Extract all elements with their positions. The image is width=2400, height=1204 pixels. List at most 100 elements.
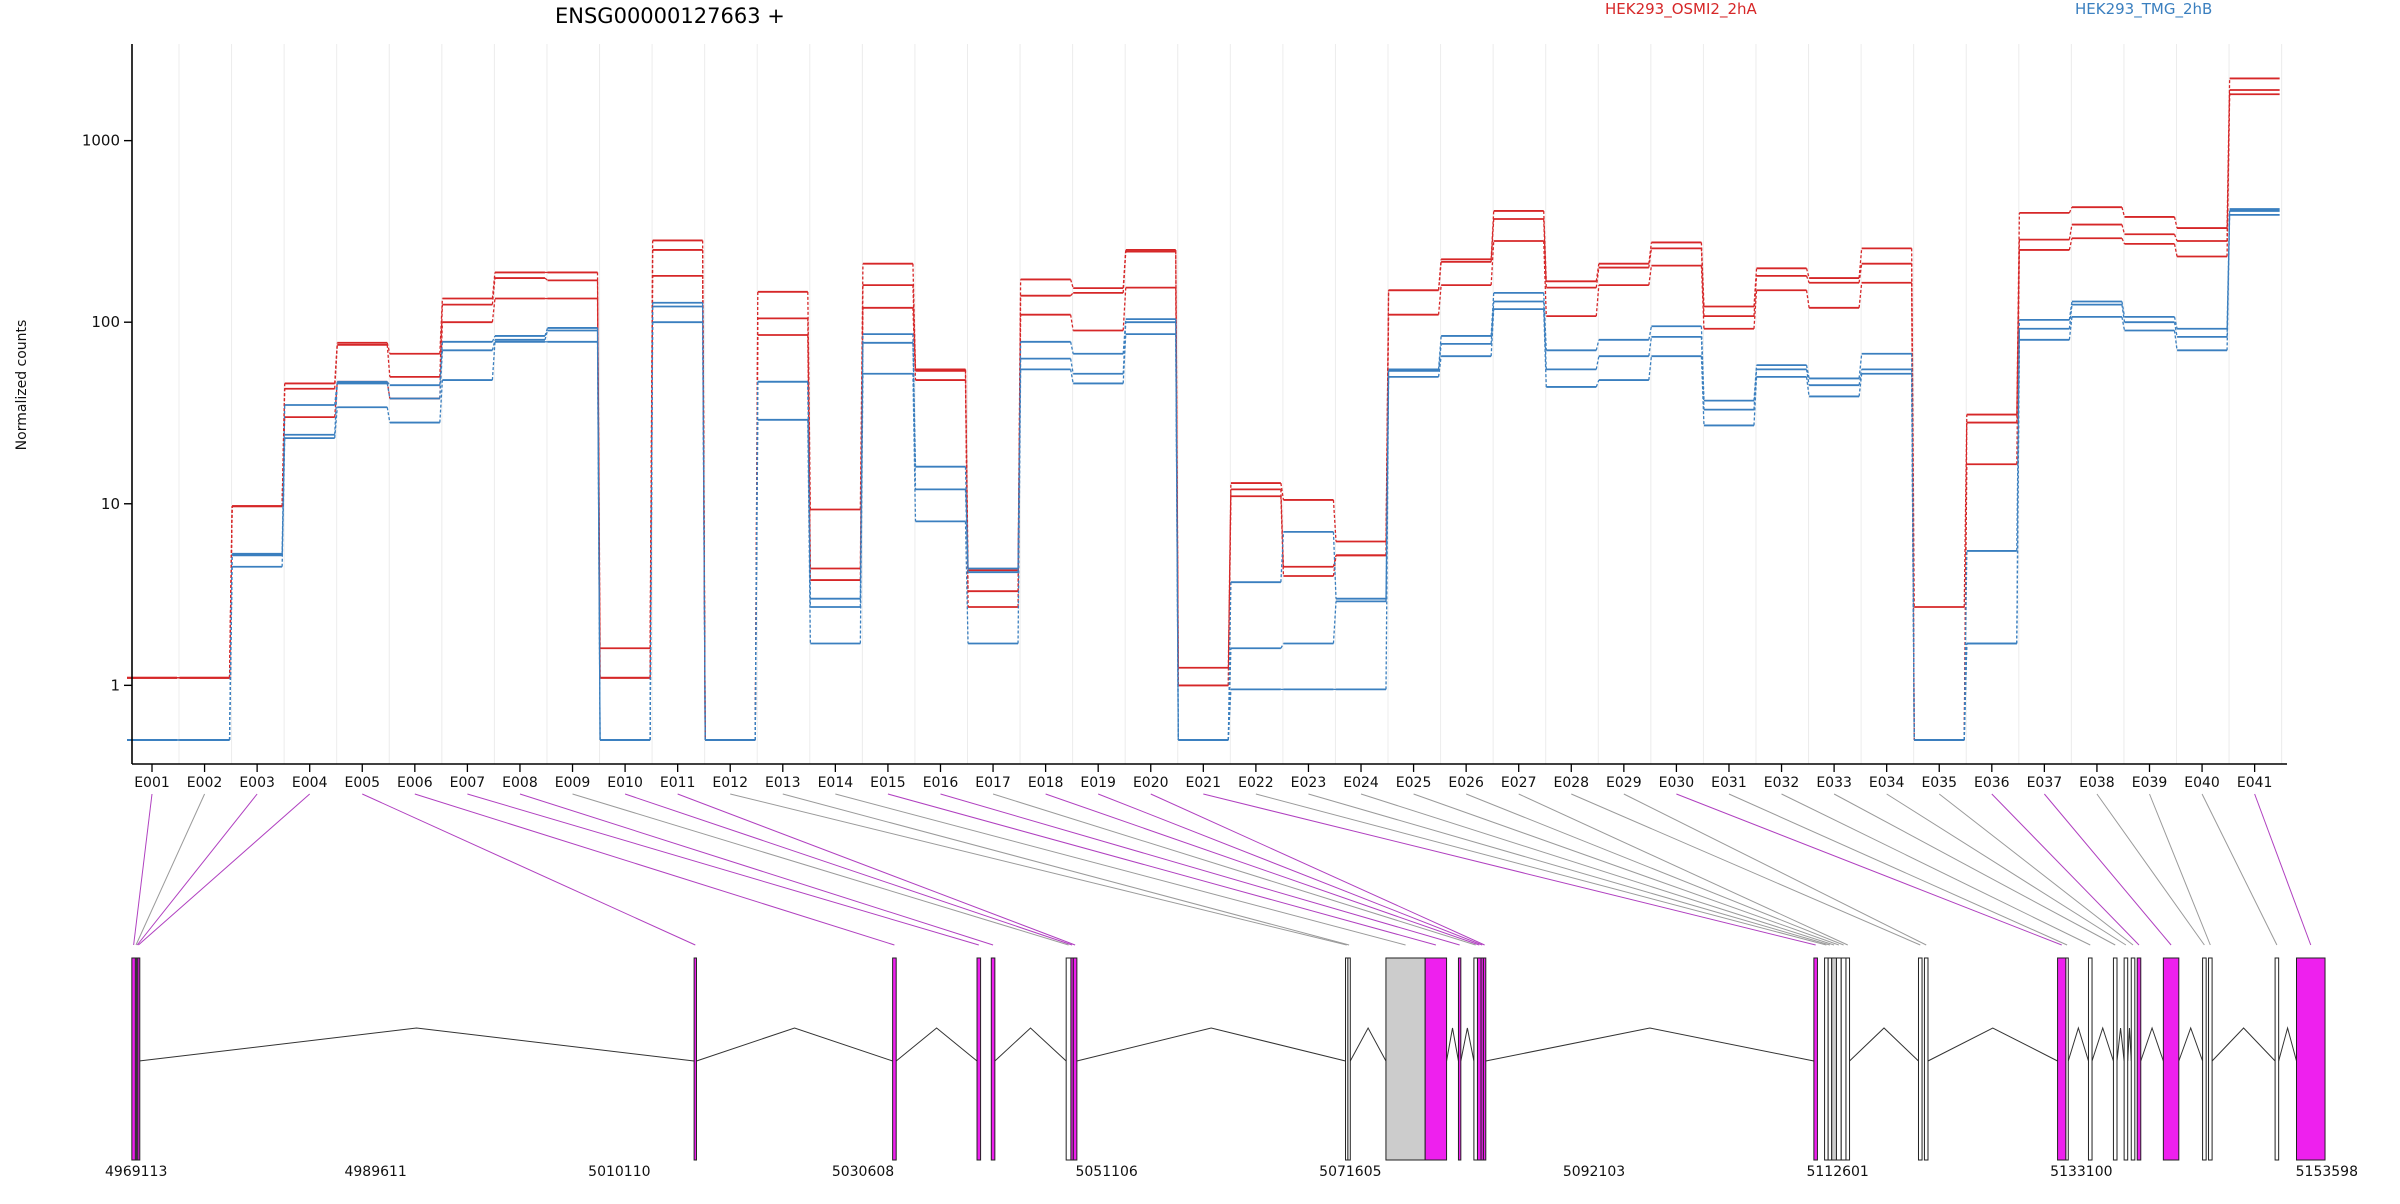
x-tick-label-e038: E038: [2079, 775, 2115, 791]
series-3-step-e004: [334, 381, 338, 406]
series-5-step-e035: [1963, 643, 1968, 741]
series-3-step-e039: [2173, 316, 2178, 329]
grid-layer: [178, 44, 2283, 764]
coord-label-4: 5030608: [832, 1164, 894, 1180]
connector-e041: [2254, 793, 2312, 946]
connector-e014: [835, 793, 1406, 946]
connector-e023: [1308, 793, 1831, 946]
series-2-step-e038: [2121, 237, 2126, 245]
series-3-step-e023: [1332, 531, 1337, 599]
series-1: [127, 89, 2280, 741]
series-1-step-e031: [1753, 275, 1758, 317]
series-1-step-e008: [544, 277, 548, 281]
series-5-step-e003: [281, 438, 286, 567]
exon-block-e018: [1476, 957, 1482, 1161]
series-5-step-e016: [964, 521, 969, 644]
coord-label-7: 5092103: [1563, 1164, 1625, 1180]
series-5-step-e040: [2226, 214, 2231, 351]
intron-4: [994, 1027, 1067, 1062]
connector-e008: [519, 793, 994, 946]
series-4-step-e033: [1858, 369, 1863, 386]
connector-e005: [362, 793, 696, 946]
coord-label-9: 5133100: [2050, 1164, 2112, 1180]
series-2-step-e010: [649, 275, 654, 678]
intron-19: [2278, 1026, 2297, 1062]
exon-block-e014: [1385, 957, 1426, 1161]
series-2-step-e007: [491, 298, 496, 323]
x-tick-label-e033: E033: [1816, 775, 1852, 791]
connector-e010: [624, 793, 1073, 946]
exon-block-e025: [1835, 957, 1842, 1161]
x-tick-label-e005: E005: [344, 775, 380, 791]
exon-block-e011: [1072, 957, 1078, 1161]
y-tick-label-10: 10: [101, 495, 120, 513]
series-4-step-e005: [386, 383, 391, 399]
gene-model: [131, 957, 2326, 1161]
series-0-step-e018: [1069, 279, 1074, 289]
x-tick-label-e003: E003: [239, 775, 275, 791]
x-tick-label-e039: E039: [2132, 775, 2168, 791]
x-tick-label-e018: E018: [1028, 775, 1064, 791]
x-tick-label-e040: E040: [2184, 775, 2220, 791]
series-0-step-e007: [491, 272, 496, 299]
series-1-step-e007: [491, 278, 496, 305]
series-4-step-e029: [1648, 336, 1653, 357]
series-5-step-e004: [334, 407, 338, 439]
series-1-step-e018: [1070, 292, 1074, 297]
series-5-step-e013: [807, 419, 812, 644]
x-tick-label-e011: E011: [660, 775, 696, 791]
series-4-step-e028: [1595, 356, 1600, 370]
intron-8: [1460, 1027, 1475, 1062]
series-3-step-e027: [1543, 292, 1547, 351]
connector-e001: [133, 793, 153, 946]
connector-e022: [1255, 793, 1827, 946]
y-tick-label-1: 1: [110, 676, 120, 694]
series-5-step-e007: [491, 341, 496, 381]
connector-e038: [2096, 793, 2205, 946]
series-2-step-e021: [1227, 496, 1232, 686]
intron-13: [2091, 1026, 2114, 1062]
series-3-step-e028: [1595, 339, 1600, 351]
series-4-step-e009: [596, 330, 601, 741]
exon-block-e031: [2065, 957, 2069, 1161]
series-5-step-e028: [1595, 379, 1600, 388]
x-tick-label-e023: E023: [1291, 775, 1327, 791]
exon-block-e022: [1824, 957, 1829, 1161]
series-4-step-e038: [2121, 304, 2126, 323]
series-4-step-e027: [1543, 301, 1547, 370]
series-4-step-e032: [1805, 369, 1810, 386]
series-0-step-e035: [1963, 414, 1968, 608]
exon-block-e039: [2208, 957, 2213, 1161]
exon-block-e013: [1347, 957, 1351, 1161]
x-tick-label-e012: E012: [712, 775, 748, 791]
series-1-step-e005: [386, 344, 391, 377]
genomic-axis: 4969113 4989611 5010110 5030608 5051106 50716…: [105, 1164, 2358, 1180]
series-2-step-e002: [228, 506, 233, 678]
coord-label-5: 5051106: [1075, 1164, 1137, 1180]
x-tick-label-e035: E035: [1921, 775, 1957, 791]
connector-e031: [1728, 793, 2068, 946]
series-5-step-e026: [1490, 309, 1495, 357]
series-5-step-e037: [2068, 316, 2073, 340]
coord-label-8: 5112601: [1806, 1164, 1868, 1180]
intron-17: [2178, 1026, 2204, 1062]
y-axis-label: Normalized counts: [14, 320, 30, 451]
connector-e002: [135, 793, 206, 946]
intron-9: [1485, 1027, 1814, 1062]
exon-block-e041: [2295, 957, 2326, 1161]
series-3-step-e007: [491, 335, 496, 343]
series-5-step-e029: [1648, 356, 1653, 381]
x-tick-label-e036: E036: [1974, 775, 2010, 791]
series-1-step-e037: [2068, 224, 2073, 240]
connector-e004: [138, 793, 311, 946]
intron-15: [2127, 1027, 2132, 1062]
x-tick-label-e037: E037: [2027, 775, 2063, 791]
x-tick-label-e025: E025: [1396, 775, 1432, 791]
exon-block-e026: [1840, 957, 1847, 1161]
connector-e033: [1833, 793, 2116, 946]
series-5-step-e038: [2121, 316, 2126, 331]
series-3-step-e011: [702, 302, 706, 741]
x-tick-label-e015: E015: [870, 775, 906, 791]
connector-e025: [1413, 793, 1840, 946]
